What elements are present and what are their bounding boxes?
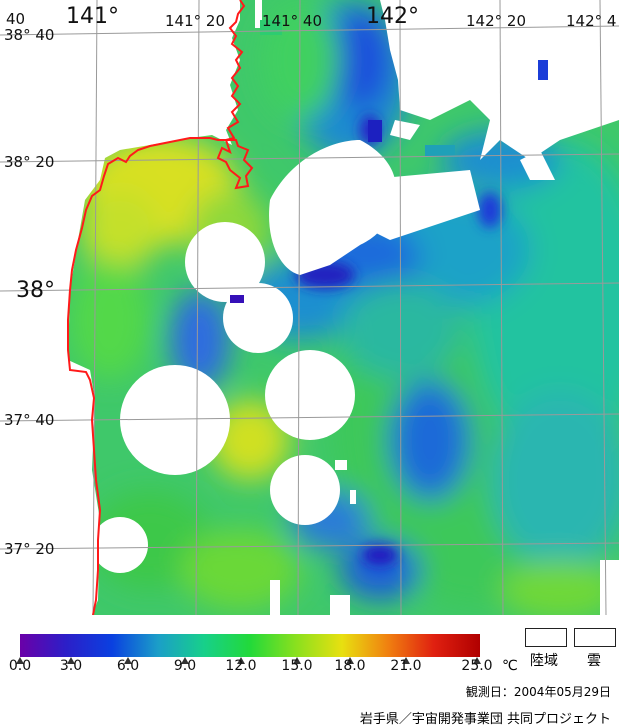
colorbar-tick-mark [181, 657, 189, 664]
legend: 0.0 3.0 6.0 9.0 12.0 15.0 18.0 21.0 25.0 ℃ 陸域 雲 … [0, 615, 619, 727]
colorbar-tick-mark [293, 657, 301, 664]
lat-label-38-20: 38° 20 [4, 153, 55, 171]
unit-label: ℃ [502, 658, 518, 674]
graticule [0, 0, 619, 615]
coastline [67, 0, 254, 615]
colorbar-tick-label: 9.0 [173, 658, 197, 674]
colorbar-tick-label: 18.0 [334, 658, 366, 674]
lat-label-37-20: 37° 20 [4, 540, 55, 558]
lon-label-142: 142° [366, 4, 419, 29]
colorbar-tick-label: 3.0 [59, 658, 83, 674]
lon-label-142-40: 142° 4 [566, 12, 617, 30]
sea-surface-temperature-map[interactable]: 141° 141° 20 141° 40 142° 142° 20 142° 4… [0, 0, 619, 615]
lon-label-141-20: 141° 20 [165, 12, 225, 30]
land-label: 陸域 [530, 653, 558, 669]
colorbar-tick-label: 21.0 [390, 658, 422, 674]
lon-label-141-40: 141° 40 [262, 12, 322, 30]
colorbar-tick-mark [16, 657, 24, 664]
colorbar-tick-label: 12.0 [225, 658, 257, 674]
colorbar-tick-label: 15.0 [281, 658, 313, 674]
temperature-colorbar [20, 634, 480, 657]
colorbar-tick-label: 6.0 [116, 658, 140, 674]
colorbar-tick-mark [473, 657, 481, 664]
lat-label-38: 38° [16, 278, 55, 303]
land-swatch [525, 628, 567, 647]
lat-label-38-40: 38° 40 [4, 26, 55, 44]
colorbar-tick-label: 0.0 [8, 658, 32, 674]
colorbar-tick-mark [124, 657, 132, 664]
corner-label: 40 [6, 10, 26, 28]
colorbar-tick-label: 25.0 [461, 658, 493, 674]
colorbar-tick-mark [402, 657, 410, 664]
sst-map-canvas [0, 0, 619, 615]
cloud-label: 雲 [587, 653, 601, 669]
colorbar-tick-mark [346, 657, 354, 664]
lat-label-37-40: 37° 40 [4, 411, 55, 429]
land-area [0, 0, 240, 615]
credit-line: 岩手県／宇宙開発事業団 共同プロジェクト [359, 712, 611, 727]
cloud-swatch [574, 628, 616, 647]
lon-label-142-20: 142° 20 [466, 12, 526, 30]
colorbar-tick-mark [67, 657, 75, 664]
colorbar-tick-mark [237, 657, 245, 664]
observation-date: 観測日：2004年05月29日 [465, 685, 611, 699]
lon-label-141: 141° [66, 4, 119, 29]
